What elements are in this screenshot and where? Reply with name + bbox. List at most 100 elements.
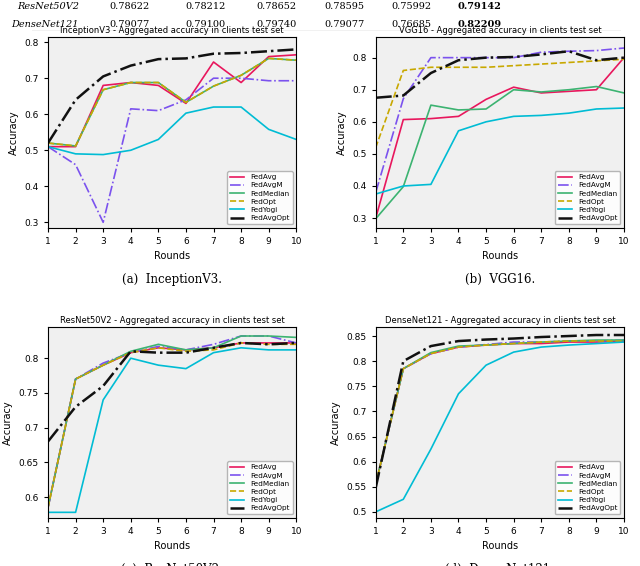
FedAvgOpt <box>593 57 600 63</box>
Title: ResNet50V2 - Aggregated accuracy in clients test set: ResNet50V2 - Aggregated accuracy in clie… <box>60 316 285 325</box>
FedYogi <box>510 349 518 355</box>
FedAvgOpt <box>237 50 245 57</box>
FedOpt <box>372 144 380 151</box>
FedAvg <box>292 340 300 346</box>
FedAvgOpt <box>292 46 300 53</box>
FedAvg <box>99 362 107 368</box>
FedAvgOpt <box>620 54 628 61</box>
FedOpt <box>593 338 600 345</box>
FedAvgOpt <box>210 50 218 57</box>
Text: DenseNet121: DenseNet121 <box>12 20 79 29</box>
FedOpt <box>565 338 573 345</box>
FedYogi <box>292 136 300 143</box>
FedAvg <box>154 82 162 89</box>
FedMedian <box>538 338 545 345</box>
FedAvgOpt <box>127 62 134 69</box>
Text: ResNet50V2: ResNet50V2 <box>17 2 79 11</box>
FedAvgOpt <box>372 484 380 491</box>
FedAvgOpt <box>210 344 218 351</box>
FedMedian <box>237 333 245 340</box>
FedAvgOpt <box>454 338 462 345</box>
FedOpt <box>210 346 218 353</box>
FedAvgM <box>399 95 407 102</box>
FedOpt <box>399 365 407 372</box>
FedAvgM <box>538 49 545 55</box>
FedAvgOpt <box>72 96 79 103</box>
FedAvgM <box>154 343 162 350</box>
FedAvgOpt <box>427 70 435 76</box>
FedYogi <box>454 127 462 134</box>
FedAvg <box>593 87 600 93</box>
Line: FedYogi: FedYogi <box>48 107 296 155</box>
Line: FedMedian: FedMedian <box>48 58 296 146</box>
X-axis label: Rounds: Rounds <box>482 542 518 551</box>
FedAvg <box>44 143 52 150</box>
FedYogi <box>482 362 490 368</box>
FedAvgM <box>44 504 52 511</box>
FedAvg <box>72 376 79 383</box>
Text: 0.78595: 0.78595 <box>324 2 364 11</box>
FedAvgM <box>72 161 79 168</box>
FedAvgOpt <box>127 348 134 355</box>
FedYogi <box>182 365 190 372</box>
FedAvgM <box>399 365 407 372</box>
FedAvg <box>510 84 518 91</box>
FedOpt <box>454 344 462 350</box>
X-axis label: Rounds: Rounds <box>154 542 190 551</box>
FedAvg <box>72 143 79 150</box>
FedYogi <box>620 105 628 112</box>
FedMedian <box>210 83 218 89</box>
Line: FedAvg: FedAvg <box>376 58 624 218</box>
FedYogi <box>620 338 628 345</box>
FedAvg <box>482 96 490 103</box>
FedMedian <box>454 342 462 349</box>
FedMedian <box>44 504 52 511</box>
FedAvgM <box>99 219 107 226</box>
FedAvg <box>565 338 573 345</box>
FedYogi <box>565 342 573 349</box>
FedAvgM <box>538 338 545 345</box>
FedMedian <box>99 87 107 93</box>
Text: 0.82209: 0.82209 <box>458 20 502 29</box>
Text: 0.79740: 0.79740 <box>256 20 296 29</box>
FedAvgOpt <box>182 55 190 62</box>
Y-axis label: Accuracy: Accuracy <box>3 400 13 445</box>
Text: (a)  InceptionV3.: (a) InceptionV3. <box>122 273 222 286</box>
FedYogi <box>538 112 545 119</box>
FedOpt <box>427 64 435 71</box>
FedMedian <box>44 140 52 147</box>
FedYogi <box>44 143 52 150</box>
FedAvgM <box>182 96 190 103</box>
FedYogi <box>210 349 218 356</box>
FedYogi <box>154 136 162 143</box>
Line: FedOpt: FedOpt <box>48 58 296 146</box>
Line: FedOpt: FedOpt <box>376 341 624 484</box>
Line: FedMedian: FedMedian <box>376 87 624 218</box>
FedAvg <box>182 346 190 353</box>
FedOpt <box>482 64 490 71</box>
FedAvg <box>265 53 273 60</box>
Line: FedOpt: FedOpt <box>376 59 624 148</box>
Text: 0.76685: 0.76685 <box>392 20 432 29</box>
FedMedian <box>482 342 490 349</box>
FedAvgOpt <box>99 383 107 389</box>
FedMedian <box>127 348 134 355</box>
Line: FedYogi: FedYogi <box>48 348 296 512</box>
FedAvgM <box>292 78 300 84</box>
Text: 0.78212: 0.78212 <box>186 2 226 11</box>
FedOpt <box>399 67 407 74</box>
FedOpt <box>72 143 79 149</box>
FedAvgM <box>620 45 628 52</box>
FedOpt <box>454 64 462 71</box>
FedOpt <box>292 57 300 63</box>
Line: FedAvg: FedAvg <box>376 341 624 484</box>
FedAvgOpt <box>538 333 545 340</box>
FedAvgM <box>182 346 190 353</box>
FedYogi <box>565 110 573 117</box>
FedAvgM <box>593 338 600 345</box>
FedAvgM <box>510 54 518 61</box>
X-axis label: Rounds: Rounds <box>154 251 190 261</box>
FedAvg <box>399 365 407 372</box>
FedMedian <box>372 481 380 488</box>
FedYogi <box>265 346 273 353</box>
